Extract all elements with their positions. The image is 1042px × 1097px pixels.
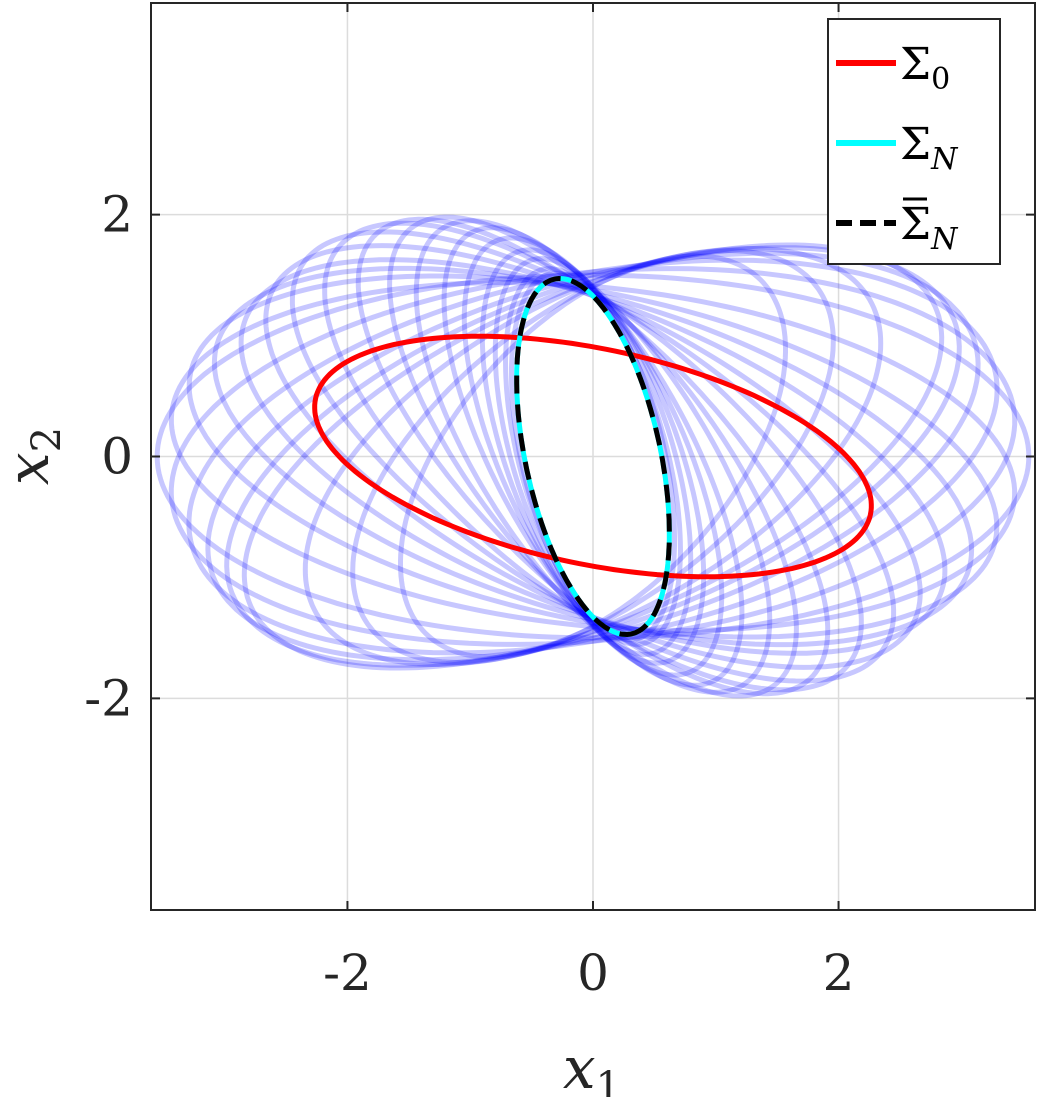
trajectory-ellipse-2 xyxy=(186,257,1000,656)
trajectory-ellipse-19 xyxy=(492,256,694,657)
trajectory-ellipse-13 xyxy=(355,216,831,697)
trajectory-ellipse-18 xyxy=(479,247,707,666)
y-tick-label-1: 0 xyxy=(101,428,133,486)
trajectory-ellipses xyxy=(154,214,1032,699)
trajectory-ellipse-4 xyxy=(224,245,962,668)
y-tick-label-0: -2 xyxy=(84,669,133,727)
trajectory-ellipse-16 xyxy=(441,225,745,688)
trajectory-ellipse-6 xyxy=(168,280,1018,633)
trajectory-ellipse-8 xyxy=(211,265,975,648)
series-ellipse-2 xyxy=(514,275,672,638)
legend-label-2: ΣN xyxy=(900,199,959,257)
legend-label-1: ΣN xyxy=(900,119,959,177)
series-ellipses xyxy=(312,275,874,638)
trajectory-ellipse-17 xyxy=(461,235,725,678)
trajectory-ellipse-5 xyxy=(241,242,945,671)
y-tick-label-2: 2 xyxy=(101,186,133,244)
trajectory-ellipse-9 xyxy=(238,257,948,656)
trajectory-ellipse-3 xyxy=(205,250,981,663)
ticks: -2 0 2 -2 0 2 xyxy=(84,3,1035,1002)
y-axis-label: x2 xyxy=(0,427,70,485)
legend-label-0: Σ0 xyxy=(900,39,950,97)
trajectory-ellipse-1 xyxy=(168,266,1018,647)
x-axis-label: x1 xyxy=(563,1034,621,1097)
trajectory-ellipse-23 xyxy=(350,248,836,665)
x-tick-label-2: 2 xyxy=(823,944,855,1002)
x-tick-label-1: 0 xyxy=(577,944,609,1002)
trajectory-ellipse-11 xyxy=(289,229,897,684)
series-ellipse-0 xyxy=(312,333,874,580)
trajectory-ellipse-22 xyxy=(302,245,884,668)
legend: Σ0 ΣN ΣN xyxy=(827,18,1001,265)
trajectory-ellipse-7 xyxy=(186,273,1000,640)
trajectory-ellipse-15 xyxy=(413,218,773,695)
trajectory-ellipse-14 xyxy=(387,214,799,699)
trajectory-ellipse-12 xyxy=(322,220,864,693)
x-tick-label-0: -2 xyxy=(323,944,372,1002)
